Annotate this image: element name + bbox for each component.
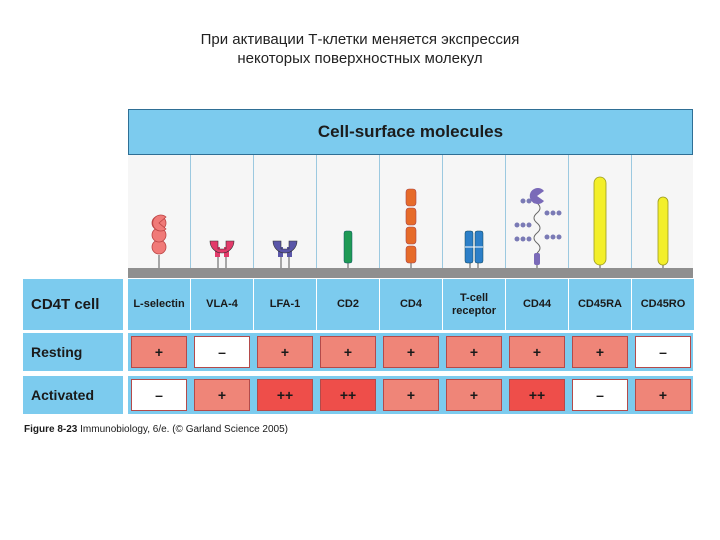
l-selectin-molecule-icon <box>151 214 167 270</box>
molecule-column-cd45ra <box>569 155 632 270</box>
activated-value-cd45ro: + <box>635 379 691 411</box>
molecule-name-l-selectin: L-selectin <box>128 279 190 330</box>
activated-value-lfa-1: ++ <box>257 379 313 411</box>
resting-value-lfa-1: + <box>257 336 313 368</box>
vla4-molecule-icon <box>209 240 235 270</box>
molecule-column-l-selectin <box>128 155 191 270</box>
cd2-molecule-icon <box>343 230 353 270</box>
resting-value-l-selectin: + <box>131 336 187 368</box>
molecule-column-cd45ro <box>632 155 695 270</box>
column-separator <box>631 155 632 270</box>
cd4-molecule-icon <box>405 188 417 270</box>
resting-value-cd44: + <box>509 336 565 368</box>
row-label-activated: Activated <box>23 376 123 414</box>
activated-value-cd2: ++ <box>320 379 376 411</box>
row-header-cd4-t-cell: CD4T cell <box>23 279 123 330</box>
activated-value-l-selectin: – <box>131 379 187 411</box>
molecule-column-lfa-1 <box>254 155 317 270</box>
resting-value-cd45ro: – <box>635 336 691 368</box>
row-label-resting: Resting <box>23 333 123 371</box>
cd45ra-molecule-icon <box>593 176 607 270</box>
column-separator <box>379 155 380 270</box>
title-line-2: некоторых поверхностных молекул <box>237 50 483 67</box>
molecule-column-vla-4 <box>191 155 254 270</box>
column-separator <box>190 155 191 270</box>
resting-value-cd45ra: + <box>572 336 628 368</box>
molecule-column-cd44 <box>506 155 569 270</box>
tcr-molecule-icon <box>464 230 484 270</box>
resting-value-vla-4: – <box>194 336 250 368</box>
activated-value-cd4: + <box>383 379 439 411</box>
table-header: Cell-surface molecules <box>128 109 693 155</box>
cd44-molecule-icon <box>514 188 562 270</box>
molecule-column-cd2 <box>317 155 380 270</box>
column-separator <box>253 155 254 270</box>
molecule-name-vla-4: VLA-4 <box>191 279 253 330</box>
cell-membrane <box>128 268 693 278</box>
caption-figure-number: Figure 8-23 <box>24 424 78 435</box>
molecule-illustration-area <box>128 155 693 270</box>
resting-value-cd2: + <box>320 336 376 368</box>
molecule-name-cd45ra: CD45RA <box>569 279 631 330</box>
title-line-1: При активации Т-клетки меняется экспресс… <box>200 31 520 48</box>
column-separator <box>505 155 506 270</box>
molecule-name-lfa-1: LFA-1 <box>254 279 316 330</box>
molecule-name-row: L-selectin VLA-4 LFA-1 CD2 CD4 T-cell recepto… <box>128 279 694 330</box>
column-separator <box>316 155 317 270</box>
lfa1-molecule-icon <box>272 240 298 270</box>
figure-caption: Figure 8-23 Immunobiology, 6/e. (© Garla… <box>24 424 288 435</box>
activated-value-cd45ra: – <box>572 379 628 411</box>
column-separator <box>442 155 443 270</box>
molecule-name-t-cell-receptor: T-cell receptor <box>443 279 505 330</box>
activated-value-cd44: ++ <box>509 379 565 411</box>
resting-value-cd4: + <box>383 336 439 368</box>
molecule-name-cd4: CD4 <box>380 279 442 330</box>
molecule-column-t-cell-receptor <box>443 155 506 270</box>
slide-title: При активации Т-клетки меняется экспресс… <box>0 30 720 68</box>
molecule-name-cd2: CD2 <box>317 279 379 330</box>
molecule-name-cd45ro: CD45RO <box>632 279 694 330</box>
activated-value-row: – + ++ ++ + + ++ – + <box>128 376 693 414</box>
column-separator <box>568 155 569 270</box>
activated-value-t-cell-receptor: + <box>446 379 502 411</box>
molecule-name-cd44: CD44 <box>506 279 568 330</box>
cd45ro-molecule-icon <box>657 196 669 270</box>
caption-text: Immunobiology, 6/e. (© Garland Science 2… <box>77 424 288 435</box>
resting-value-row: + – + + + + + + – <box>128 333 693 371</box>
molecule-column-cd4 <box>380 155 443 270</box>
resting-value-t-cell-receptor: + <box>446 336 502 368</box>
activated-value-vla-4: + <box>194 379 250 411</box>
